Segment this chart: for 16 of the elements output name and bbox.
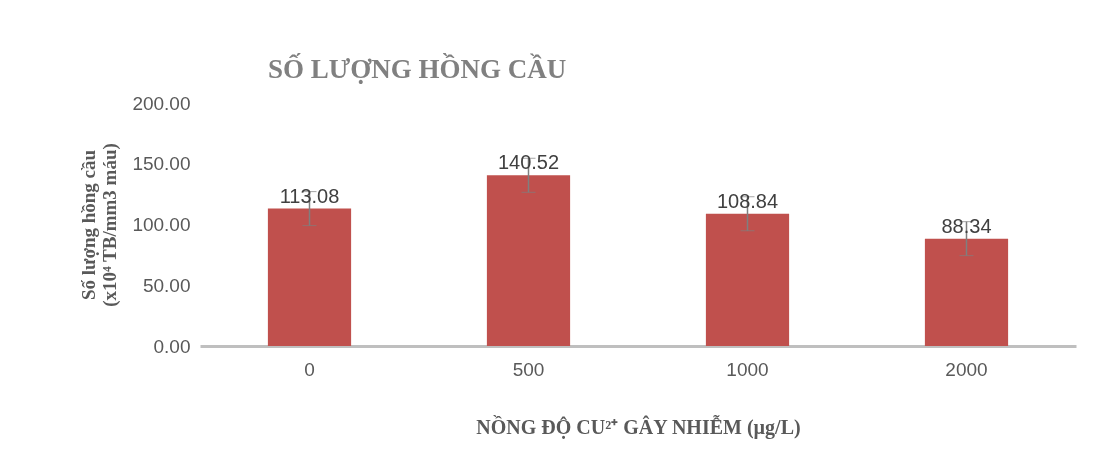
y-axis-title: Số lượng hồng cầu (x10⁴ TB/mm3 máu) bbox=[78, 143, 122, 307]
x-tick-label: 0 bbox=[304, 358, 315, 380]
x-tick-label: 1000 bbox=[726, 358, 769, 380]
x-tick-label: 500 bbox=[512, 358, 545, 380]
y-tick-label: 200.00 bbox=[132, 92, 191, 114]
y-tick-label: 50.00 bbox=[142, 274, 191, 296]
bar bbox=[705, 213, 790, 346]
x-tick-label: 2000 bbox=[945, 358, 988, 380]
bar bbox=[486, 175, 571, 346]
chart-title: SỐ LƯỢNG HỒNG CẦU bbox=[268, 53, 567, 84]
x-axis-title: NỒNG ĐỘ CU²⁺ GÂY NHIỄM (µg/L) bbox=[476, 413, 801, 439]
y-tick-label: 150.00 bbox=[132, 153, 191, 175]
y-tick-label: 100.00 bbox=[132, 214, 191, 235]
bar bbox=[924, 238, 1009, 346]
bar bbox=[267, 208, 352, 346]
y-tick-label: 0.00 bbox=[153, 335, 191, 357]
